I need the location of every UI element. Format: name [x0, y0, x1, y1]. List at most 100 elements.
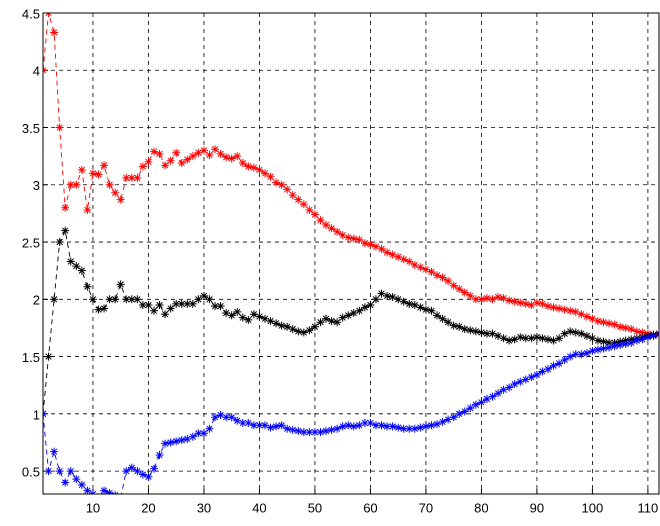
asterisk-marker: [138, 470, 147, 479]
asterisk-marker: [544, 302, 553, 311]
asterisk-marker: [149, 147, 158, 156]
asterisk-marker: [421, 265, 430, 274]
asterisk-marker: [444, 318, 453, 327]
asterisk-marker: [538, 367, 547, 376]
asterisk-marker: [549, 303, 558, 312]
asterisk-marker: [488, 392, 497, 401]
asterisk-marker: [449, 281, 458, 290]
asterisk-marker: [316, 216, 325, 225]
asterisk-marker: [582, 331, 591, 340]
asterisk-marker: [283, 185, 292, 194]
asterisk-marker: [505, 336, 514, 345]
asterisk-marker: [327, 224, 336, 233]
asterisk-marker: [327, 317, 336, 326]
asterisk-marker: [405, 424, 414, 433]
asterisk-marker: [316, 428, 325, 437]
asterisk-marker: [283, 424, 292, 433]
asterisk-marker: [83, 486, 92, 494]
asterisk-marker: [532, 370, 541, 379]
asterisk-marker: [643, 333, 652, 342]
asterisk-marker: [255, 421, 264, 430]
asterisk-marker: [632, 327, 641, 336]
y-tick-label: 4: [33, 64, 40, 79]
asterisk-marker: [122, 467, 131, 476]
asterisk-marker: [344, 233, 353, 242]
asterisk-marker: [366, 301, 375, 310]
asterisk-marker: [55, 238, 64, 247]
x-tick-label: 20: [141, 500, 155, 515]
asterisk-marker: [188, 152, 197, 161]
asterisk-marker: [499, 294, 508, 303]
asterisk-marker: [249, 421, 258, 430]
x-tick-label: 70: [419, 500, 433, 515]
asterisk-marker: [460, 407, 469, 416]
series-line: [43, 333, 659, 494]
asterisk-marker: [471, 400, 480, 409]
asterisk-marker: [216, 149, 225, 158]
asterisk-marker: [377, 244, 386, 253]
x-tick-label: 50: [308, 500, 322, 515]
asterisk-marker: [166, 304, 175, 313]
asterisk-marker: [177, 159, 186, 168]
asterisk-marker: [277, 321, 286, 330]
asterisk-marker: [549, 336, 558, 345]
asterisk-marker: [194, 429, 203, 438]
asterisk-marker: [610, 320, 619, 329]
asterisk-marker: [272, 319, 281, 328]
asterisk-marker: [521, 299, 530, 308]
asterisk-marker: [255, 165, 264, 174]
asterisk-marker: [521, 375, 530, 384]
asterisk-marker: [77, 480, 86, 489]
asterisk-marker: [305, 428, 314, 437]
asterisk-marker: [349, 234, 358, 243]
asterisk-marker: [605, 343, 614, 352]
asterisk-marker: [477, 398, 486, 407]
asterisk-marker: [494, 389, 503, 398]
asterisk-marker: [505, 296, 514, 305]
asterisk-marker: [299, 428, 308, 437]
asterisk-marker: [161, 439, 170, 448]
asterisk-marker: [50, 295, 59, 304]
asterisk-marker: [260, 421, 269, 430]
asterisk-marker: [427, 267, 436, 276]
asterisk-marker: [316, 318, 325, 327]
asterisk-marker: [199, 291, 208, 300]
asterisk-marker: [77, 165, 86, 174]
asterisk-marker: [172, 299, 181, 308]
asterisk-marker: [194, 148, 203, 157]
asterisk-marker: [544, 335, 553, 344]
asterisk-marker: [216, 410, 225, 419]
asterisk-marker: [532, 333, 541, 342]
asterisk-marker: [222, 153, 231, 162]
asterisk-marker: [277, 180, 286, 189]
asterisk-marker: [610, 342, 619, 351]
asterisk-marker: [127, 463, 136, 472]
asterisk-marker: [383, 422, 392, 431]
y-tick-label: 3.5: [22, 121, 40, 136]
asterisk-marker: [344, 421, 353, 430]
asterisk-marker: [505, 383, 514, 392]
asterisk-marker: [72, 262, 81, 271]
y-tick-label: 1.5: [22, 350, 40, 365]
asterisk-marker: [383, 248, 392, 257]
asterisk-marker: [405, 257, 414, 266]
asterisk-marker: [538, 334, 547, 343]
asterisk-marker: [599, 318, 608, 327]
asterisk-marker: [366, 418, 375, 427]
asterisk-marker: [238, 159, 247, 168]
asterisk-marker: [288, 191, 297, 200]
asterisk-marker: [349, 309, 358, 318]
asterisk-marker: [555, 359, 564, 368]
asterisk-marker: [488, 329, 497, 338]
asterisk-marker: [499, 385, 508, 394]
asterisk-marker: [44, 352, 53, 361]
asterisk-marker: [510, 335, 519, 344]
asterisk-marker: [638, 328, 647, 337]
asterisk-marker: [355, 306, 364, 315]
asterisk-marker: [199, 429, 208, 438]
x-tick-label: 60: [363, 500, 377, 515]
asterisk-marker: [127, 295, 136, 304]
asterisk-marker: [83, 282, 92, 291]
asterisk-marker: [394, 295, 403, 304]
asterisk-marker: [460, 288, 469, 297]
